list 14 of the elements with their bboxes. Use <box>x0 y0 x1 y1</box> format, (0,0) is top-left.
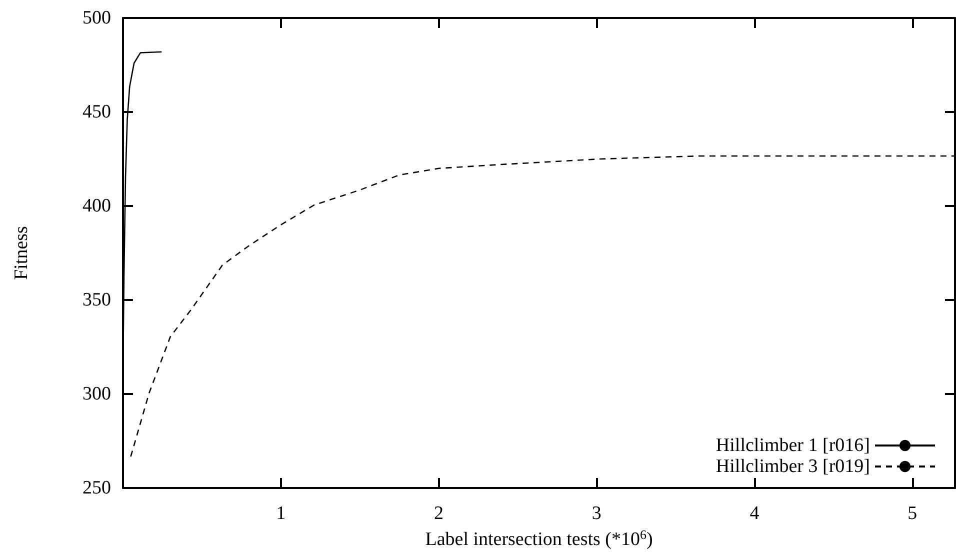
y-tick-label: 450 <box>82 102 111 122</box>
x-tick-label: 2 <box>434 503 444 524</box>
x-tick-label: 3 <box>592 503 602 524</box>
x-tick-label: 1 <box>276 503 286 524</box>
x-tick-label: 5 <box>908 503 918 524</box>
y-axis-title: Fitness <box>11 226 32 280</box>
y-tick-label: 350 <box>82 290 111 310</box>
legend-label: Hillclimber 3 [r019] <box>716 456 870 477</box>
y-tick-label: 250 <box>82 478 111 498</box>
y-tick-label: 400 <box>82 196 111 216</box>
legend-label: Hillclimber 1 [r016] <box>716 435 870 456</box>
y-tick-label: 300 <box>82 384 111 404</box>
y-tick-label: 500 <box>82 8 111 28</box>
x-tick-label: 4 <box>750 503 760 524</box>
